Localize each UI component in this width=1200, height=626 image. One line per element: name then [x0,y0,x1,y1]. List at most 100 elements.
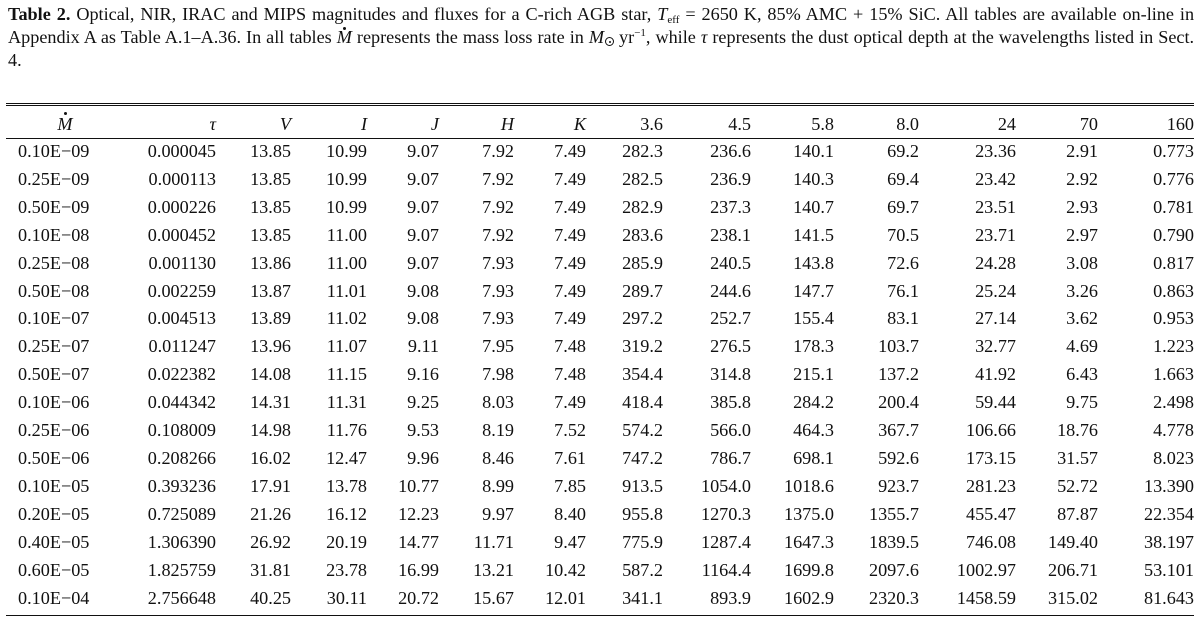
cell-v: 13.87 [250,280,291,301]
cell-tau: 2.756648 [147,587,216,608]
cell-mdot: 0.10E−06 [18,392,90,413]
cell-f3-6: 574.2 [622,420,663,441]
cell-f4-5: 244.6 [710,280,751,301]
cell-f160: 22.354 [1143,503,1194,524]
cell-f24: 1458.59 [956,587,1016,608]
caption-label: Table 2. [8,4,71,24]
cell-f3-6: 297.2 [622,308,663,329]
cell-f3-6: 775.9 [622,531,663,552]
cell-k: 7.52 [554,420,586,441]
cell-i: 12.47 [326,447,367,468]
cell-f5-8: 1375.0 [783,503,834,524]
cell-f4-5: 240.5 [710,252,751,273]
cell-f8-0: 1839.5 [868,531,919,552]
cell-f160: 81.643 [1143,587,1194,608]
cell-f5-8: 464.3 [793,420,834,441]
cell-i: 11.01 [326,280,367,301]
cell-v: 13.85 [250,141,291,161]
table-row: 0.25E−09 0.000113 13.85 10.99 9.07 7.92 7.49 28… [6,166,1194,194]
cell-h: 15.67 [473,587,514,608]
cell-f5-8: 178.3 [793,336,834,357]
cell-h: 8.99 [482,475,514,496]
col-header-f3-6: 3.6 [640,114,663,134]
cell-mdot: 0.50E−06 [18,447,90,468]
cell-j: 9.08 [407,280,439,301]
col-header-f8-0: 8.0 [896,114,919,134]
cell-f3-6: 282.9 [622,196,663,217]
cell-v: 21.26 [250,503,291,524]
cell-f8-0: 1355.7 [868,503,919,524]
cell-f70: 3.08 [1066,252,1098,273]
cell-i: 30.11 [326,587,367,608]
cell-tau: 0.044342 [147,392,216,413]
cell-v: 40.25 [250,587,291,608]
cell-f5-8: 140.3 [793,168,834,189]
cell-k: 7.49 [554,168,586,189]
cell-f160: 38.197 [1143,531,1194,552]
col-header-f24: 24 [997,114,1016,134]
table-row: 0.50E−09 0.000226 13.85 10.99 9.07 7.92 7.49 28… [6,194,1194,222]
cell-f24: 32.77 [975,336,1016,357]
msun-exponent: −1 [634,27,646,39]
cell-f24: 281.23 [965,475,1016,496]
cell-i: 11.15 [326,364,367,385]
cell-mdot: 0.10E−05 [18,475,90,496]
cell-tau: 0.393236 [147,475,216,496]
cell-j: 9.25 [407,392,439,413]
col-header-j: J [430,114,439,134]
cell-v: 13.89 [250,308,291,329]
cell-h: 7.98 [482,364,514,385]
teff-subscript: eff [667,14,680,26]
cell-k: 7.49 [554,141,586,161]
cell-f160: 13.390 [1143,475,1194,496]
cell-f24: 59.44 [975,392,1016,413]
cell-f70: 52.72 [1057,475,1098,496]
col-header-f4-5: 4.5 [728,114,751,134]
cell-f160: 1.663 [1153,364,1194,385]
cell-k: 7.49 [554,308,586,329]
cell-f3-6: 283.6 [622,224,663,245]
cell-f4-5: 893.9 [710,587,751,608]
cell-f24: 23.42 [975,168,1016,189]
cell-i: 10.99 [326,168,367,189]
cell-f8-0: 137.2 [878,364,919,385]
cell-f3-6: 289.7 [622,280,663,301]
cell-f4-5: 566.0 [710,420,751,441]
cell-f24: 25.24 [975,280,1016,301]
cell-f5-8: 1647.3 [783,531,834,552]
cell-h: 8.03 [482,392,514,413]
cell-j: 14.77 [398,531,439,552]
cell-j: 9.07 [407,141,439,161]
cell-k: 7.49 [554,224,586,245]
table-bottom-rule [6,615,1194,616]
sun-symbol-icon [605,37,615,46]
table-row: 0.10E−04 2.756648 40.25 30.11 20.72 15.67 12.0… [6,585,1194,613]
cell-f70: 2.97 [1066,224,1098,245]
cell-f160: 1.223 [1153,336,1194,357]
cell-f5-8: 141.5 [793,224,834,245]
cell-j: 9.07 [407,252,439,273]
cell-i: 11.31 [326,392,367,413]
cell-v: 13.86 [250,252,291,273]
cell-k: 7.48 [554,364,586,385]
cell-h: 7.93 [482,280,514,301]
table-row: 0.60E−05 1.825759 31.81 23.78 16.99 13.21 10.4… [6,557,1194,585]
cell-tau: 0.725089 [147,503,216,524]
cell-i: 16.12 [326,503,367,524]
cell-h: 11.71 [473,531,514,552]
cell-f24: 23.71 [975,224,1016,245]
cell-k: 7.49 [554,392,586,413]
cell-f160: 0.953 [1153,308,1194,329]
table-body: 0.10E−09 0.000045 13.85 10.99 9.07 7.92 7.49 28… [6,138,1194,612]
cell-f8-0: 592.6 [878,447,919,468]
cell-j: 9.07 [407,196,439,217]
cell-k: 8.40 [554,503,586,524]
cell-mdot: 0.25E−06 [18,420,90,441]
cell-mdot: 0.20E−05 [18,503,90,524]
cell-tau: 0.011247 [148,336,216,357]
cell-f5-8: 1699.8 [783,559,834,580]
cell-f3-6: 418.4 [622,392,663,413]
cell-f8-0: 70.5 [887,224,919,245]
cell-tau: 1.306390 [147,531,216,552]
